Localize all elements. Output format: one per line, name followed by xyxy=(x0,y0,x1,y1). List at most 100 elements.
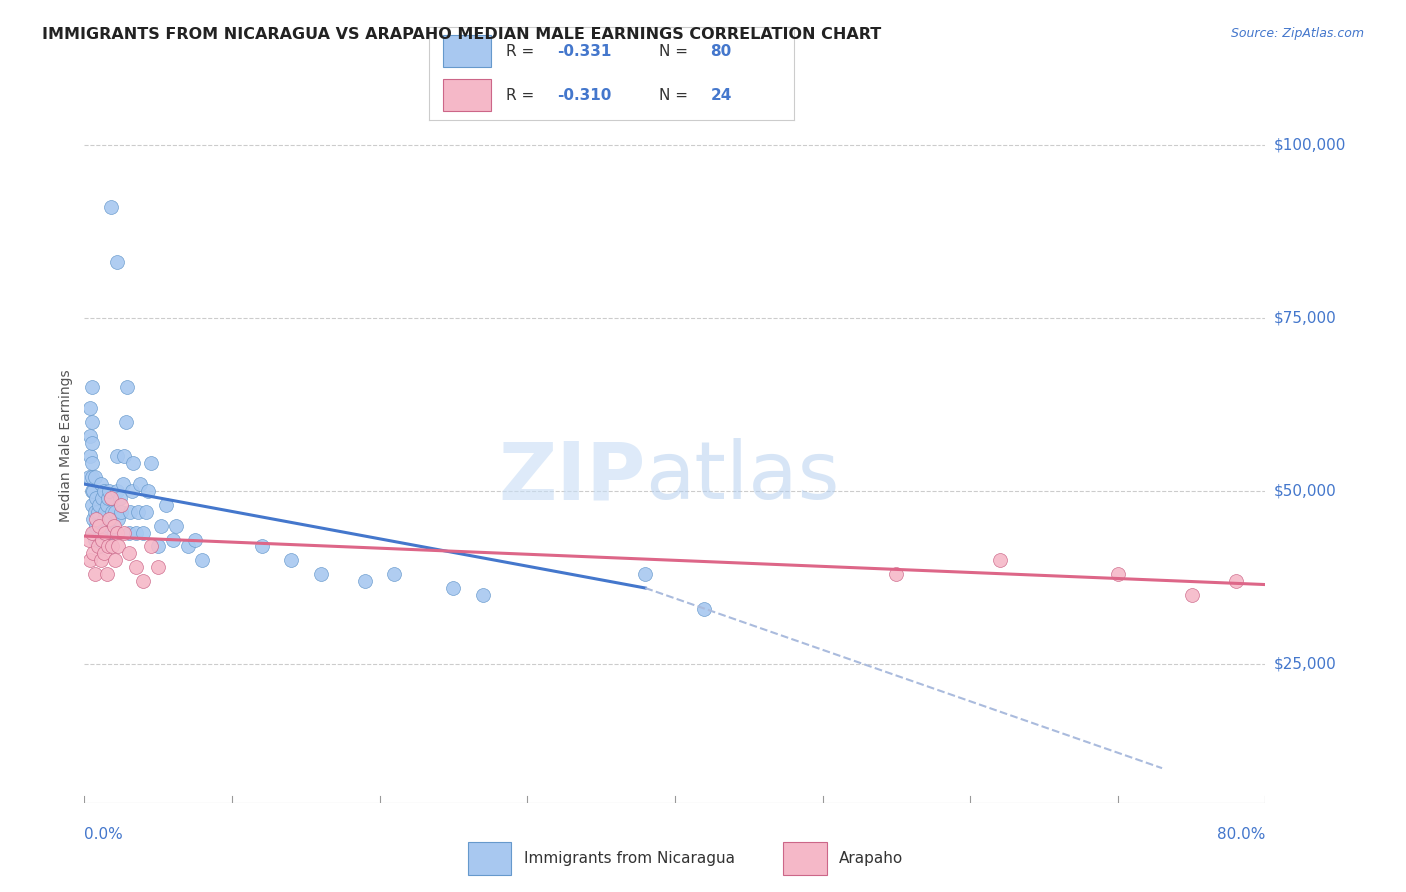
Point xyxy=(94,505,117,519)
Point xyxy=(84,512,107,526)
Point xyxy=(118,546,141,560)
Point xyxy=(101,540,124,554)
Point xyxy=(96,498,118,512)
Point xyxy=(132,574,155,588)
Point xyxy=(104,505,127,519)
Point xyxy=(96,567,118,582)
Point xyxy=(103,525,125,540)
Point xyxy=(80,415,103,429)
Point xyxy=(77,470,100,484)
Text: Arapaho: Arapaho xyxy=(839,851,903,866)
Point xyxy=(110,505,132,519)
Point xyxy=(90,518,112,533)
Text: 24: 24 xyxy=(710,87,731,103)
Point xyxy=(120,505,142,519)
Point xyxy=(80,380,103,394)
Point xyxy=(114,415,136,429)
Point xyxy=(77,533,100,547)
Point xyxy=(100,491,122,505)
Point xyxy=(86,505,108,519)
Point xyxy=(105,450,128,464)
Point xyxy=(354,574,377,588)
Point xyxy=(91,525,114,540)
Point xyxy=(105,483,128,498)
Point xyxy=(132,525,155,540)
Point xyxy=(634,567,657,582)
Point xyxy=(441,581,464,595)
Text: $100,000: $100,000 xyxy=(1274,137,1346,153)
Text: atlas: atlas xyxy=(645,438,839,516)
Point xyxy=(122,456,145,470)
Point xyxy=(148,540,170,554)
Point xyxy=(112,450,135,464)
Point xyxy=(125,560,148,574)
Point xyxy=(118,525,141,540)
Point xyxy=(80,525,103,540)
Point xyxy=(115,380,138,394)
Point xyxy=(84,491,107,505)
Text: $25,000: $25,000 xyxy=(1274,657,1337,672)
Point xyxy=(107,540,129,554)
Point xyxy=(472,588,495,602)
Point xyxy=(98,518,121,533)
Point xyxy=(148,560,170,574)
Point xyxy=(125,525,148,540)
Bar xyxy=(443,79,491,111)
Text: N =: N = xyxy=(659,44,693,59)
Point xyxy=(87,540,111,554)
Point xyxy=(1225,574,1247,588)
Point xyxy=(79,450,101,464)
Text: R =: R = xyxy=(506,87,538,103)
Point xyxy=(91,533,114,547)
Text: $75,000: $75,000 xyxy=(1274,310,1337,326)
Point xyxy=(97,491,120,505)
Point xyxy=(103,518,125,533)
Point xyxy=(86,540,108,554)
Point xyxy=(1180,588,1202,602)
Text: R =: R = xyxy=(506,44,538,59)
Bar xyxy=(443,35,491,67)
Point xyxy=(129,477,152,491)
Point xyxy=(988,553,1011,567)
Point xyxy=(105,525,128,540)
Point xyxy=(96,533,118,547)
Bar xyxy=(783,842,827,874)
Point xyxy=(82,525,104,540)
Point xyxy=(100,200,122,214)
Point xyxy=(79,428,101,442)
Point xyxy=(83,505,105,519)
Text: -0.310: -0.310 xyxy=(557,87,612,103)
Point xyxy=(94,525,117,540)
Point xyxy=(83,533,105,547)
Point xyxy=(191,553,214,567)
Text: IMMIGRANTS FROM NICARAGUA VS ARAPAHO MEDIAN MALE EARNINGS CORRELATION CHART: IMMIGRANTS FROM NICARAGUA VS ARAPAHO MED… xyxy=(42,27,882,42)
Point xyxy=(87,498,111,512)
Point xyxy=(112,525,135,540)
Bar xyxy=(468,842,512,874)
Point xyxy=(97,525,120,540)
Point xyxy=(91,491,114,505)
Point xyxy=(107,512,129,526)
Point xyxy=(111,477,134,491)
Point xyxy=(139,456,162,470)
Point xyxy=(886,567,908,582)
Point xyxy=(382,567,406,582)
Point xyxy=(83,470,105,484)
Point xyxy=(97,540,120,554)
Point xyxy=(93,546,115,560)
Point xyxy=(1107,567,1129,582)
Point xyxy=(82,546,104,560)
Point xyxy=(136,483,159,498)
Point xyxy=(84,518,107,533)
Point xyxy=(280,553,302,567)
Text: -0.331: -0.331 xyxy=(557,44,612,59)
Point xyxy=(110,498,132,512)
Point xyxy=(79,553,101,567)
Point xyxy=(80,498,103,512)
Point xyxy=(121,483,143,498)
Point xyxy=(165,518,187,533)
Point xyxy=(98,483,121,498)
Text: N =: N = xyxy=(659,87,693,103)
Point xyxy=(98,512,121,526)
Point xyxy=(82,512,104,526)
